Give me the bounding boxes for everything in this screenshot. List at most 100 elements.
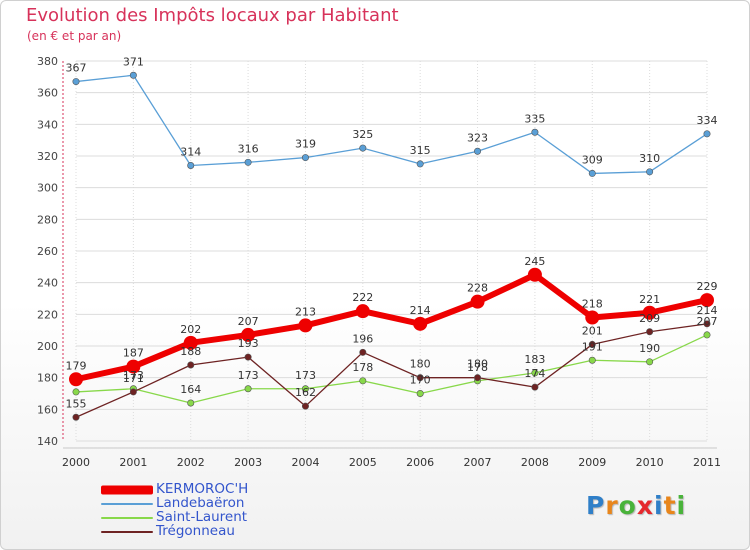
data-label: 202 <box>180 323 201 336</box>
data-point <box>129 388 137 396</box>
y-tick-label: 320 <box>37 150 58 163</box>
x-tick-label: 2000 <box>62 456 90 469</box>
data-label: 193 <box>238 337 259 350</box>
data-label: 180 <box>410 358 431 371</box>
x-tick-label: 2003 <box>234 456 262 469</box>
data-point <box>355 304 370 319</box>
data-label: 179 <box>66 359 87 372</box>
data-label: 229 <box>697 280 718 293</box>
legend: KERMOROC'H Landebaëron Saint-Laurent Tré… <box>101 481 401 539</box>
legend-swatch <box>101 531 153 533</box>
data-point <box>241 327 256 342</box>
data-point <box>646 358 654 366</box>
data-point <box>642 305 657 320</box>
data-label: 188 <box>180 345 201 358</box>
data-point <box>301 154 309 162</box>
data-point <box>588 356 596 364</box>
data-label: 213 <box>295 305 316 318</box>
y-tick-label: 340 <box>37 118 58 131</box>
logo-letter: x <box>636 491 654 520</box>
data-point <box>72 413 80 421</box>
logo-letter: r <box>605 491 619 520</box>
y-tick-label: 220 <box>37 308 58 321</box>
legend-label: Landebaëron <box>156 495 245 511</box>
legend-swatch <box>101 517 153 519</box>
data-label: 319 <box>295 138 316 151</box>
data-point <box>585 310 600 325</box>
data-label: 323 <box>467 131 488 144</box>
data-point <box>359 144 367 152</box>
data-point <box>703 320 711 328</box>
data-label: 155 <box>66 397 87 410</box>
x-tick-label: 2002 <box>177 456 205 469</box>
series-line <box>75 334 708 404</box>
data-label: 190 <box>639 342 660 355</box>
data-label: 173 <box>123 369 144 382</box>
logo-letter: P <box>586 491 606 520</box>
x-tick-label: 2006 <box>406 456 434 469</box>
data-label: 218 <box>582 298 603 311</box>
y-tick-label: 180 <box>37 372 58 385</box>
chart-title: Evolution des Impôts locaux par Habitant <box>26 5 399 26</box>
data-point <box>474 147 482 155</box>
y-tick-label: 240 <box>37 277 58 290</box>
y-tick-label: 200 <box>37 340 58 353</box>
series-line <box>73 271 710 383</box>
chart-subtitle: (en € et par an) <box>27 29 122 43</box>
data-point <box>646 328 654 336</box>
data-point <box>69 372 83 387</box>
legend-item-tregonneau[interactable]: Trégonneau <box>101 523 401 539</box>
data-point <box>527 267 542 282</box>
y-tick-label: 360 <box>37 87 58 100</box>
data-point <box>531 369 539 377</box>
series-line <box>75 74 708 175</box>
data-label: 214 <box>697 304 718 317</box>
data-label: 171 <box>123 372 144 385</box>
data-point <box>703 331 711 339</box>
data-label: 209 <box>639 312 660 325</box>
legend-label: Saint-Laurent <box>156 509 248 525</box>
data-point <box>531 383 539 391</box>
data-label: 316 <box>238 142 259 155</box>
data-label: 173 <box>238 369 259 382</box>
data-point <box>588 169 596 177</box>
legend-label: Trégonneau <box>156 523 235 539</box>
data-point <box>298 318 313 333</box>
data-point <box>470 294 485 309</box>
x-tick-label: 2010 <box>636 456 664 469</box>
legend-swatch <box>101 485 153 495</box>
data-point <box>359 377 367 385</box>
x-tick-label: 2005 <box>349 456 377 469</box>
data-point <box>72 388 80 396</box>
data-label: 178 <box>467 361 488 374</box>
data-label: 183 <box>524 353 545 366</box>
data-point <box>187 162 195 170</box>
legend-swatch <box>101 503 153 505</box>
data-label: 178 <box>352 361 373 374</box>
data-label: 315 <box>410 144 431 157</box>
data-label: 335 <box>524 112 545 125</box>
data-point <box>126 359 141 374</box>
data-point <box>646 168 654 176</box>
proxiti-logo: Proxiti <box>586 491 686 520</box>
legend-item-saint-laurent[interactable]: Saint-Laurent <box>101 509 401 525</box>
legend-item-kermoroch[interactable]: KERMOROC'H <box>101 481 401 497</box>
data-label: 228 <box>467 282 488 295</box>
y-tick-label: 380 <box>37 55 58 68</box>
line-chart: 140 160 180 200 220 240 260 280 300 320 340 360 380 2… <box>37 55 721 469</box>
data-point <box>416 374 424 382</box>
x-tick-label: 2011 <box>693 456 721 469</box>
legend-item-landebaeron[interactable]: Landebaëron <box>101 495 401 511</box>
y-tick-label: 160 <box>37 403 58 416</box>
data-label: 207 <box>238 315 259 328</box>
data-point <box>416 160 424 168</box>
data-label: 180 <box>467 358 488 371</box>
data-label: 245 <box>524 255 545 268</box>
data-label: 214 <box>410 304 431 317</box>
x-tick-label: 2004 <box>291 456 319 469</box>
data-point <box>301 385 309 393</box>
data-point <box>703 130 711 138</box>
data-point <box>413 316 428 331</box>
data-point <box>301 402 309 410</box>
